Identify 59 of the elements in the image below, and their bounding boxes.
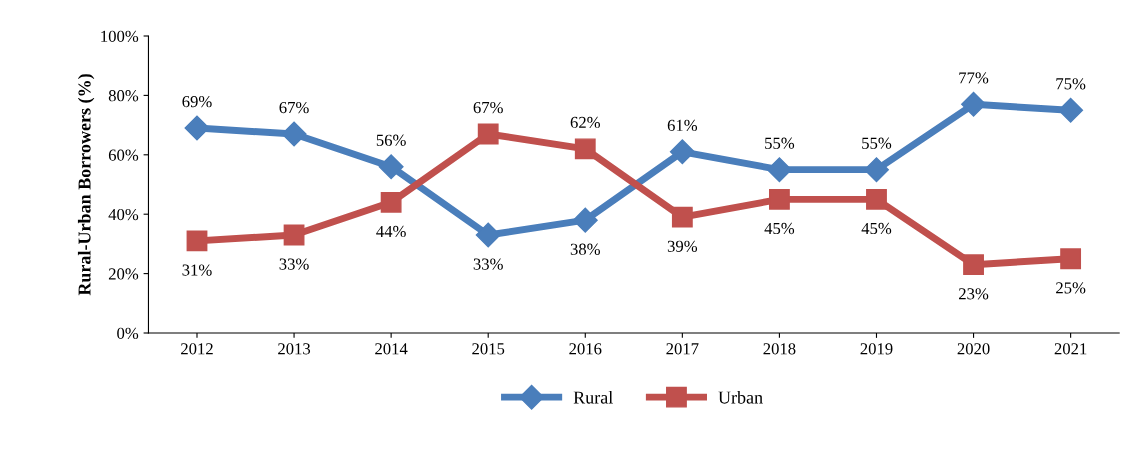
point xyxy=(380,191,402,213)
y-tick-label: 100% xyxy=(101,30,139,42)
data-label: 45% xyxy=(861,222,892,235)
point xyxy=(1058,97,1084,123)
data-label: 55% xyxy=(862,137,892,149)
data-label: 55% xyxy=(765,137,795,149)
data-label: 69% xyxy=(182,95,212,108)
point xyxy=(963,254,984,276)
point xyxy=(961,91,987,117)
point xyxy=(866,188,887,210)
x-tick-label: 2014 xyxy=(375,343,408,355)
data-label: 33% xyxy=(279,258,309,270)
legend-label: Urban xyxy=(718,390,763,404)
data-label: 62% xyxy=(570,116,600,129)
y-tick-label: 60% xyxy=(108,149,139,161)
point xyxy=(281,121,307,147)
data-label: 61% xyxy=(667,119,698,132)
x-tick-label: 2020 xyxy=(957,343,990,355)
point xyxy=(669,139,695,165)
data-label: 75% xyxy=(1056,78,1086,90)
data-label: 25% xyxy=(1056,282,1086,294)
data-label: 77% xyxy=(959,72,989,84)
point xyxy=(475,222,501,248)
x-tick-label: 2013 xyxy=(278,343,311,355)
y-tick-label: 0% xyxy=(117,327,139,339)
data-label: 67% xyxy=(279,101,309,114)
x-tick-label: 2012 xyxy=(181,343,213,355)
data-label: 44% xyxy=(376,225,406,238)
point xyxy=(671,206,693,228)
x-tick-label: 2017 xyxy=(666,343,699,355)
data-label: 38% xyxy=(570,243,600,255)
data-label: 45% xyxy=(764,222,795,235)
point xyxy=(283,224,305,246)
x-tick-label: 2019 xyxy=(860,343,893,355)
point xyxy=(477,123,499,145)
y-tick-label: 40% xyxy=(108,208,139,221)
data-label: 56% xyxy=(376,134,406,146)
point xyxy=(766,157,792,183)
point xyxy=(1060,248,1082,270)
data-label: 39% xyxy=(667,240,698,252)
point xyxy=(184,115,210,141)
data-label: 31% xyxy=(182,264,212,276)
point xyxy=(768,188,790,210)
x-tick-label: 2021 xyxy=(1054,343,1087,355)
x-tick-label: 2015 xyxy=(472,343,505,355)
y-tick-label: 80% xyxy=(108,90,139,102)
point xyxy=(574,138,596,160)
x-tick-label: 2016 xyxy=(569,343,602,355)
y-tick-label: 20% xyxy=(108,268,139,280)
data-label: 33% xyxy=(473,258,503,270)
x-tick-label: 2018 xyxy=(763,343,796,355)
point xyxy=(186,230,208,252)
point xyxy=(378,154,404,180)
y-axis-title: Rural-Urban Borrowers (%) xyxy=(77,74,95,296)
point xyxy=(864,157,889,183)
data-label: 67% xyxy=(473,101,503,114)
data-label: 23% xyxy=(959,288,989,300)
legend-label: Rural xyxy=(573,390,613,404)
point xyxy=(572,207,598,233)
